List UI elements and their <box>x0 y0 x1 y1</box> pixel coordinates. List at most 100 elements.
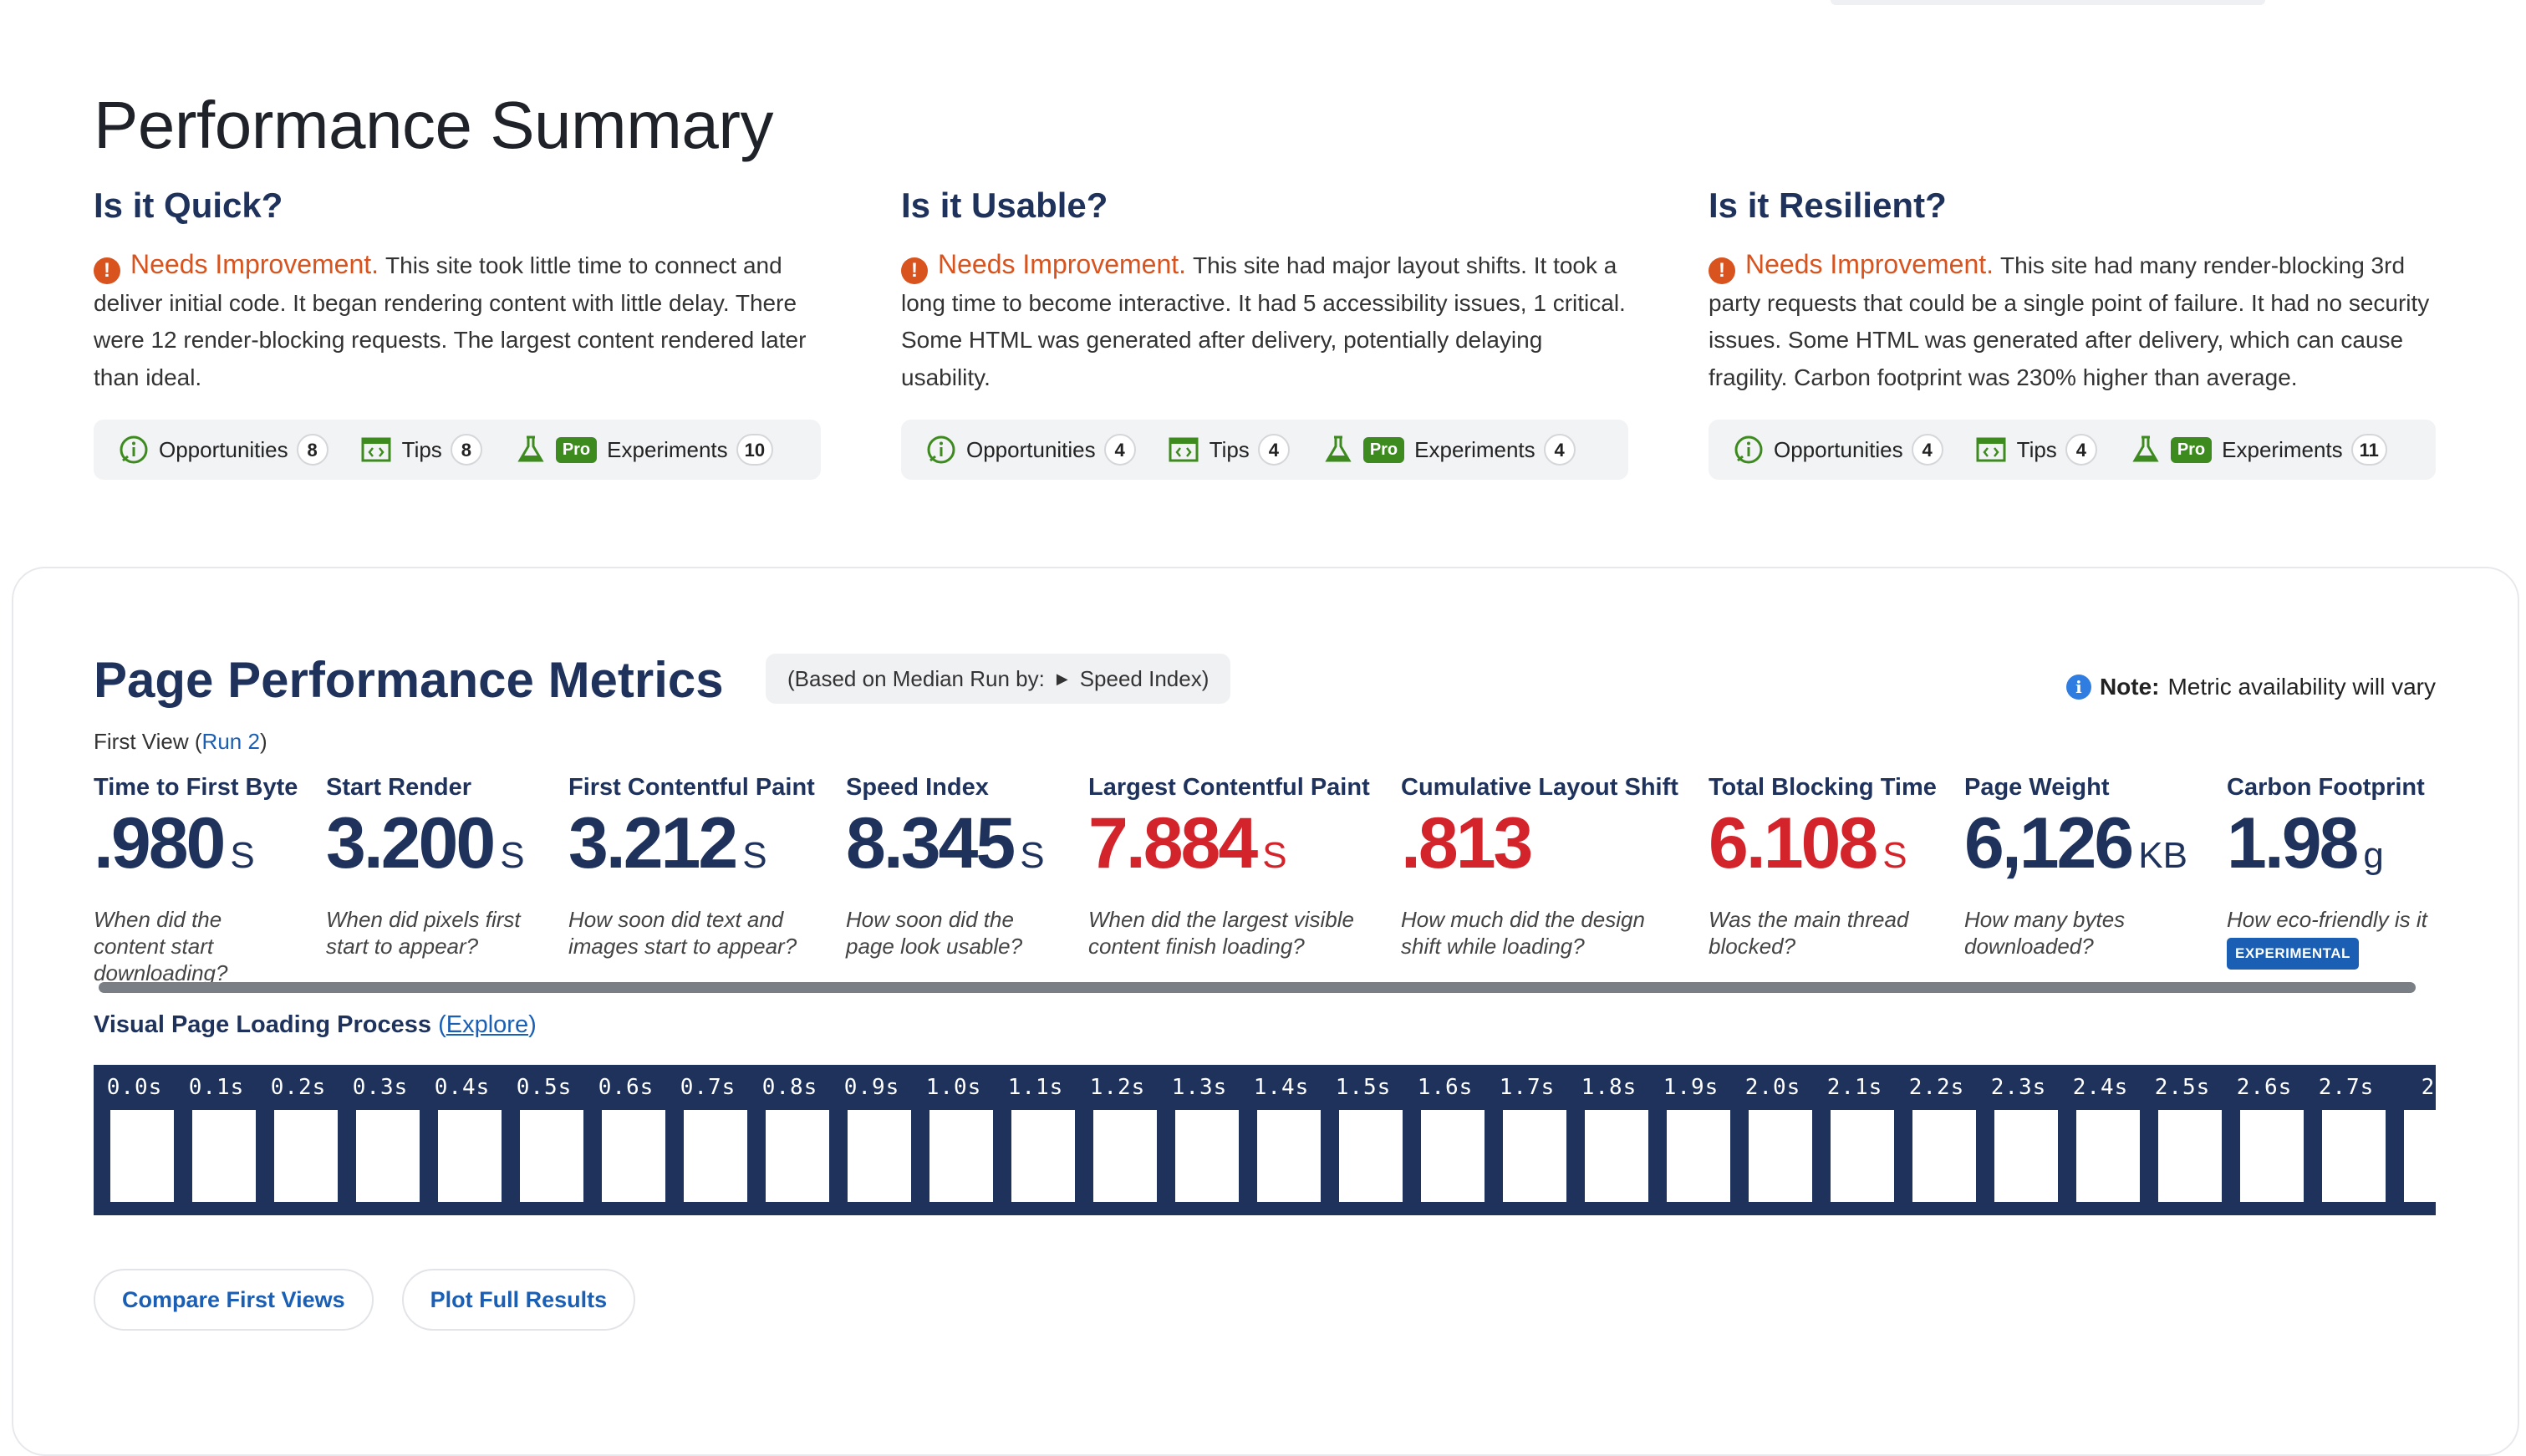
filmstrip-frame[interactable]: 1.2s <box>1077 1065 1159 1215</box>
metric-unit: S <box>1262 835 1287 876</box>
tips-link[interactable]: Tips 4 <box>1168 433 1290 466</box>
filmstrip[interactable]: 0.0s 0.1s 0.2s 0.3s 0.4s 0.5s 0.6s 0.7s 0.8s 0.9s… <box>94 1065 2436 1215</box>
metric-description: How much did the design shift while load… <box>1401 907 1645 959</box>
filmstrip-frame[interactable]: 1.6s <box>1404 1065 1486 1215</box>
frame-thumbnail <box>520 1110 583 1202</box>
experiments-link[interactable]: Pro Experiments 11 <box>2129 433 2387 466</box>
experiments-link[interactable]: Pro Experiments 4 <box>1322 433 1576 466</box>
metric-description-text: How eco-friendly is it <box>2227 907 2427 932</box>
frame-thumbnail <box>1667 1110 1730 1202</box>
filmstrip-frame[interactable]: 0.0s <box>94 1065 176 1215</box>
frame-thumbnail <box>1011 1110 1075 1202</box>
opportunities-icon <box>117 433 150 466</box>
filmstrip-frame[interactable]: 1.5s <box>1322 1065 1404 1215</box>
filmstrip-frame[interactable]: 2.1s <box>1814 1065 1896 1215</box>
metric-label: Largest Contentful Paint <box>1088 774 1370 801</box>
filmstrip-frame[interactable]: 2.2s <box>1896 1065 1978 1215</box>
tips-label: Tips <box>1209 436 1250 462</box>
opportunities-link[interactable]: Opportunities 4 <box>1732 433 1943 466</box>
filmstrip-frame[interactable]: 2.6s <box>2223 1065 2305 1215</box>
frame-thumbnail <box>2240 1110 2304 1202</box>
frame-thumbnail <box>2076 1110 2140 1202</box>
median-run-toggle[interactable]: (Based on Median Run by: ▶ Speed Index) <box>766 654 1231 704</box>
filmstrip-frame[interactable]: 0.4s <box>421 1065 503 1215</box>
metric-lcp: Largest Contentful Paint 7.884 S When did… <box>1088 774 1372 960</box>
metric-description: How soon did text and images start to ap… <box>568 907 797 959</box>
plot-full-results-button[interactable]: Plot Full Results <box>401 1269 636 1331</box>
frame-time-label: 2.5s <box>2154 1075 2211 1100</box>
filmstrip-frame[interactable]: 0.1s <box>176 1065 257 1215</box>
explore-link[interactable]: Explore <box>446 1011 529 1038</box>
metrics-header: Page Performance Metrics (Based on Media… <box>94 644 2436 724</box>
experiments-count: 4 <box>1543 434 1576 466</box>
opportunities-link[interactable]: Opportunities 4 <box>924 433 1136 466</box>
visual-loading-heading: Visual Page Loading Process (Explore) <box>94 1011 537 1038</box>
metric-note: i Note: Metric availability will vary <box>2065 674 2436 700</box>
filmstrip-frame[interactable]: 1.8s <box>1568 1065 1650 1215</box>
metric-page-weight: Page Weight 6,126 KB How many bytes downl… <box>1964 774 2187 960</box>
filmstrip-frame[interactable]: 1.3s <box>1159 1065 1240 1215</box>
tips-label: Tips <box>401 436 442 462</box>
tips-icon <box>1168 433 1201 466</box>
experiments-label: Experiments <box>1414 436 1535 462</box>
col-description: ! Needs Improvement. This site had major l… <box>901 246 1628 396</box>
top-scroll-shadow <box>1831 0 2265 5</box>
flask-icon <box>514 433 547 466</box>
frame-thumbnail <box>848 1110 911 1202</box>
metric-unit: S <box>500 835 525 876</box>
tips-icon <box>360 433 394 466</box>
filmstrip-frame[interactable]: 2 <box>2387 1065 2436 1215</box>
filmstrip-frame[interactable]: 0.2s <box>257 1065 339 1215</box>
filmstrip-frame[interactable]: 0.6s <box>585 1065 667 1215</box>
metric-description: Was the main thread blocked? <box>1709 907 1909 959</box>
filmstrip-frame[interactable]: 1.4s <box>1240 1065 1322 1215</box>
grade-label: Needs Improvement. <box>938 249 1187 279</box>
run-link[interactable]: Run 2 <box>201 729 260 754</box>
filmstrip-frame[interactable]: 2.5s <box>2141 1065 2223 1215</box>
opportunities-label: Opportunities <box>1774 436 1903 462</box>
metric-value: 3.212 S <box>568 803 819 896</box>
pro-badge: Pro <box>555 436 598 463</box>
compare-first-views-button[interactable]: Compare First Views <box>94 1269 374 1331</box>
metric-unit: KB <box>2138 835 2187 876</box>
tips-link[interactable]: Tips 8 <box>360 433 482 466</box>
visual-heading-text: Visual Page Loading Process <box>94 1011 432 1038</box>
filmstrip-frame[interactable]: 1.1s <box>995 1065 1077 1215</box>
filmstrip-frame[interactable]: 1.9s <box>1650 1065 1732 1215</box>
opportunities-count: 4 <box>1911 434 1943 466</box>
col-description: ! Needs Improvement. This site had many re… <box>1709 246 2436 396</box>
filmstrip-frame[interactable]: 1.0s <box>913 1065 995 1215</box>
metrics-row: Time to First Byte .980 S When did the co… <box>94 774 2436 985</box>
performance-summary: Performance Summary Is it Quick? ! Needs … <box>94 75 2436 480</box>
metric-value: 1.98 g <box>2227 803 2436 896</box>
metric-value: 8.345 S <box>846 803 1045 896</box>
frame-time-label: 2.7s <box>2318 1075 2375 1100</box>
filmstrip-frame[interactable]: 2.7s <box>2305 1065 2387 1215</box>
frame-time-label: 0.4s <box>434 1075 491 1100</box>
tips-icon <box>1975 433 2009 466</box>
frame-thumbnail <box>602 1110 665 1202</box>
filmstrip-frame[interactable]: 0.7s <box>667 1065 749 1215</box>
filmstrip-frame[interactable]: 0.3s <box>339 1065 421 1215</box>
metrics-title: Page Performance Metrics <box>94 652 724 708</box>
filmstrip-frame[interactable]: 0.5s <box>503 1065 585 1215</box>
tips-link[interactable]: Tips 4 <box>1975 433 2097 466</box>
filmstrip-frame[interactable]: 1.7s <box>1486 1065 1568 1215</box>
metric-value: 3.200 S <box>326 803 552 896</box>
frame-time-label: 2.1s <box>1826 1075 1883 1100</box>
filmstrip-frame[interactable]: 0.9s <box>831 1065 913 1215</box>
filmstrip-frame[interactable]: 2.4s <box>2060 1065 2141 1215</box>
metrics-scrollbar[interactable] <box>99 982 2416 993</box>
result-buttons: Compare First Views Plot Full Results <box>94 1269 636 1331</box>
filmstrip-frame[interactable]: 2.0s <box>1732 1065 1814 1215</box>
col-text: This site took little time to connect an… <box>94 252 807 390</box>
metric-label: First Contentful Paint <box>568 774 815 801</box>
experiments-link[interactable]: Pro Experiments 10 <box>514 433 774 466</box>
filmstrip-frame[interactable]: 0.8s <box>749 1065 831 1215</box>
opportunities-link[interactable]: Opportunities 8 <box>117 433 328 466</box>
frame-thumbnail <box>1912 1110 1976 1202</box>
metric-number: .813 <box>1401 803 1533 883</box>
filmstrip-frame[interactable]: 2.3s <box>1978 1065 2060 1215</box>
col-heading: Is it Usable? <box>901 186 1108 225</box>
col-heading: Is it Quick? <box>94 186 283 225</box>
